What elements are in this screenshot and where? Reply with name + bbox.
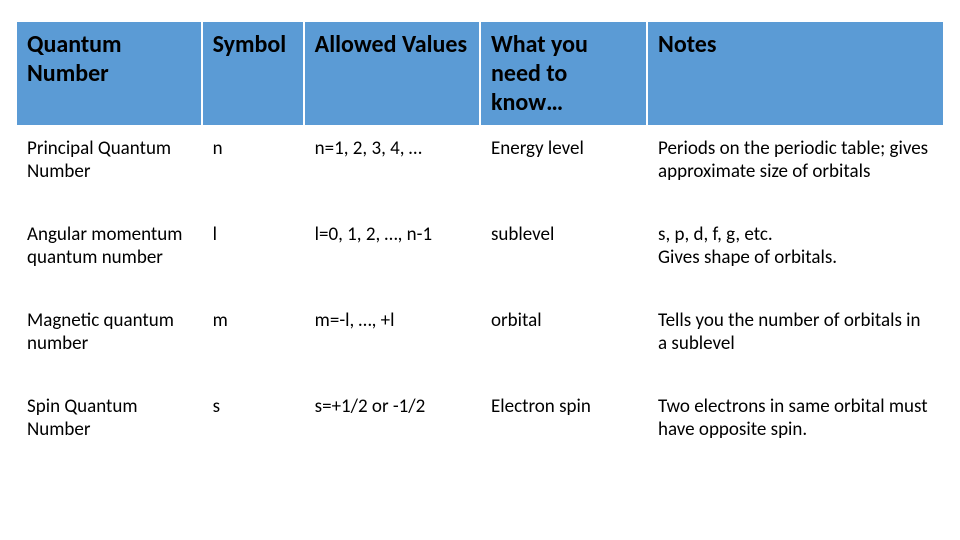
cell-know: sublevel (480, 212, 647, 298)
cell-notes: Periods on the periodic table; gives app… (647, 126, 944, 212)
cell-notes: Tells you the number of orbitals in a su… (647, 298, 944, 384)
cell-notes: s, p, d, f, g, etc.Gives shape of orbita… (647, 212, 944, 298)
table-row: Magnetic quantum number m m=-l, …, +l or… (16, 298, 944, 384)
col-header-allowed-values: Allowed Values (304, 21, 480, 126)
table-row: Spin Quantum Number s s=+1/2 or -1/2 Ele… (16, 384, 944, 470)
cell-quantum-number: Angular momentum quantum number (16, 212, 202, 298)
cell-symbol: s (202, 384, 304, 470)
table-row: Angular momentum quantum number l l=0, 1… (16, 212, 944, 298)
col-header-notes: Notes (647, 21, 944, 126)
cell-quantum-number: Magnetic quantum number (16, 298, 202, 384)
cell-know: Electron spin (480, 384, 647, 470)
cell-know: orbital (480, 298, 647, 384)
cell-allowed-values: m=-l, …, +l (304, 298, 480, 384)
quantum-numbers-table: Quantum Number Symbol Allowed Values Wha… (15, 20, 945, 471)
table-row: Principal Quantum Number n n=1, 2, 3, 4,… (16, 126, 944, 212)
col-header-know: What you need to know… (480, 21, 647, 126)
cell-allowed-values: s=+1/2 or -1/2 (304, 384, 480, 470)
cell-know: Energy level (480, 126, 647, 212)
cell-symbol: n (202, 126, 304, 212)
cell-symbol: l (202, 212, 304, 298)
cell-quantum-number: Principal Quantum Number (16, 126, 202, 212)
cell-quantum-number: Spin Quantum Number (16, 384, 202, 470)
cell-allowed-values: n=1, 2, 3, 4, … (304, 126, 480, 212)
col-header-symbol: Symbol (202, 21, 304, 126)
cell-symbol: m (202, 298, 304, 384)
cell-notes: Two electrons in same orbital must have … (647, 384, 944, 470)
table-header-row: Quantum Number Symbol Allowed Values Wha… (16, 21, 944, 126)
cell-allowed-values: l=0, 1, 2, …, n-1 (304, 212, 480, 298)
col-header-quantum-number: Quantum Number (16, 21, 202, 126)
